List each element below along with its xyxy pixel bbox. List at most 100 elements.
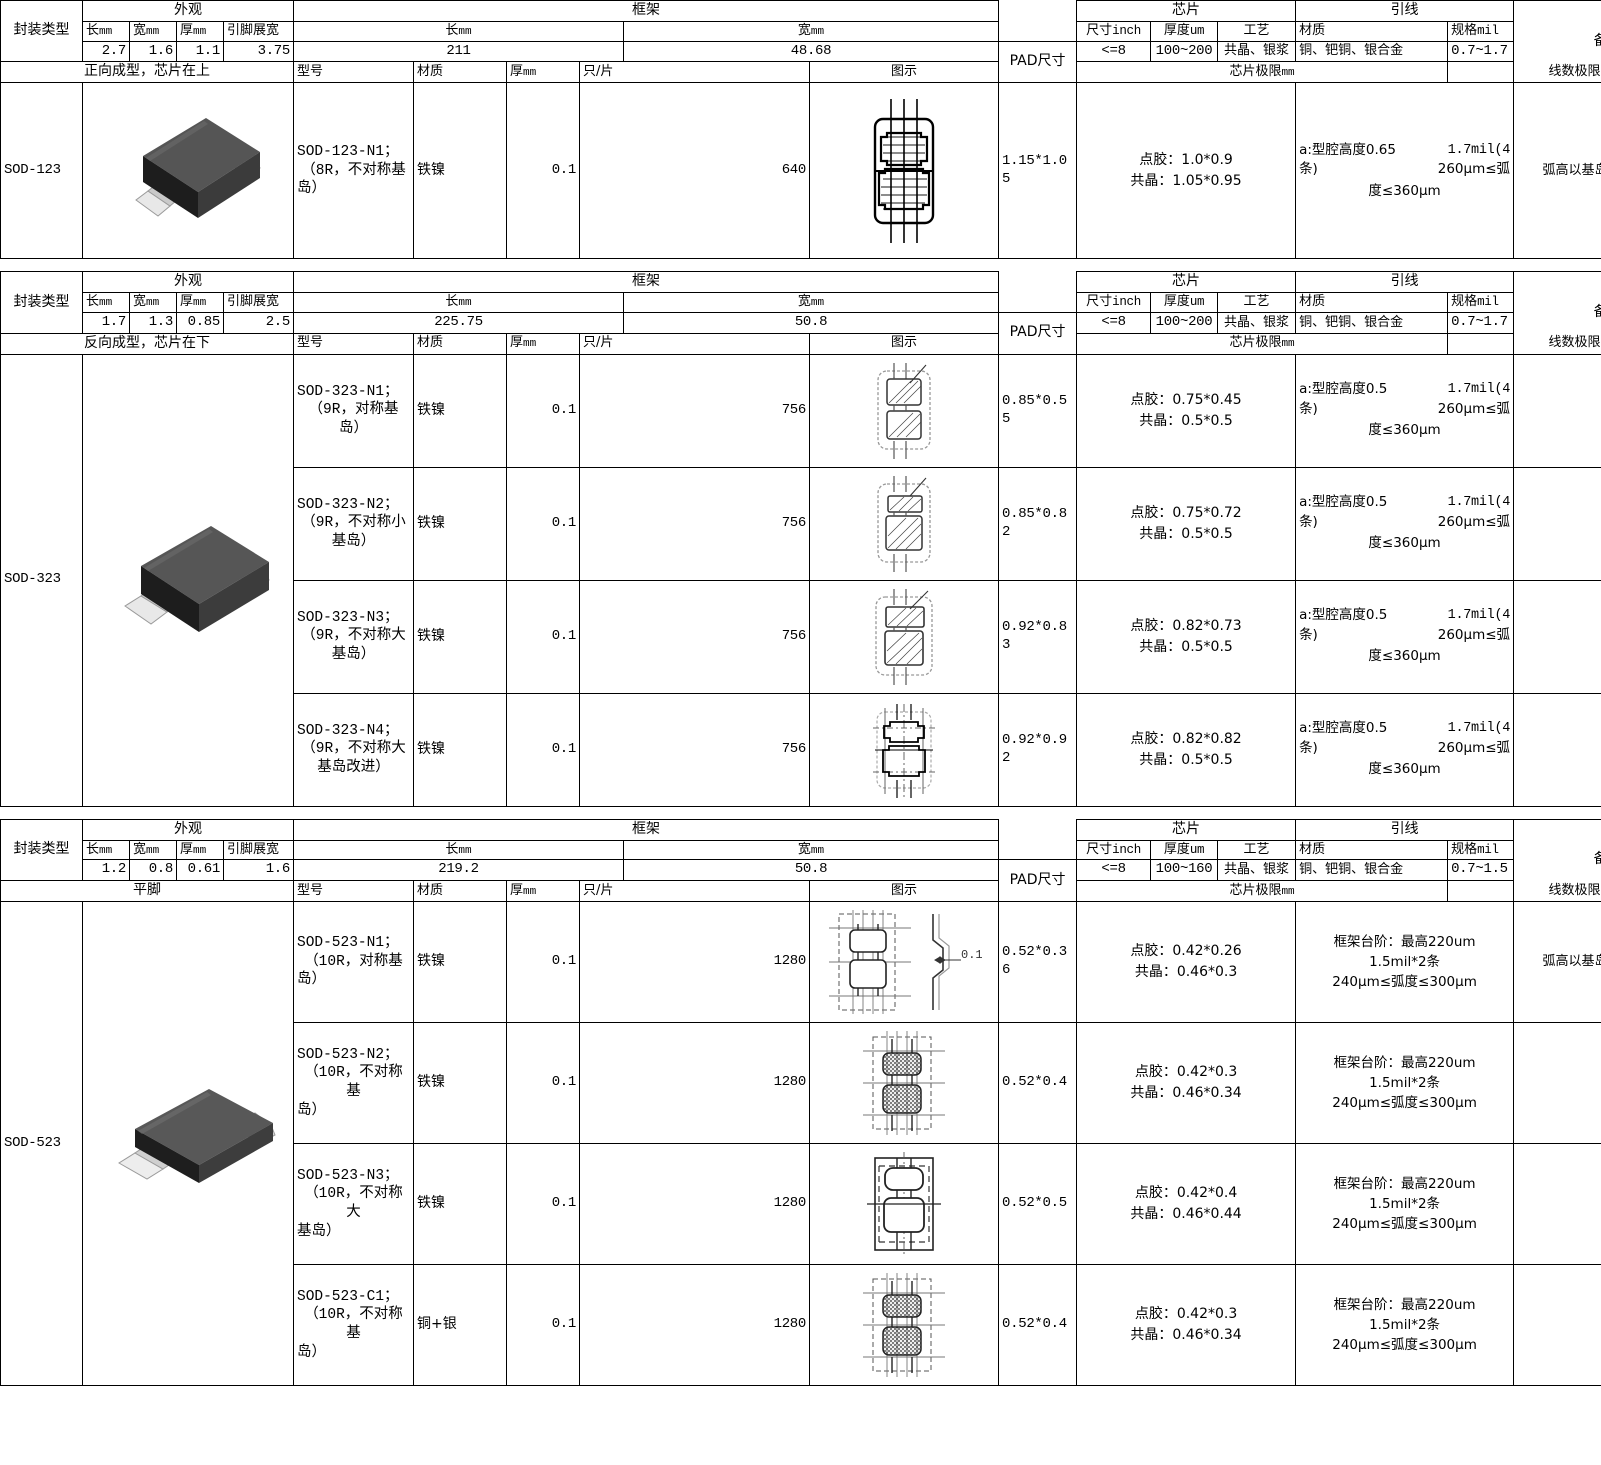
col-model: 型号 (293, 61, 414, 84)
wire-spec-value: 0.7~1.7 (1447, 40, 1515, 63)
wire-limit-e: 度≤360μm (1368, 535, 1441, 552)
wire-limit-e: 度≤360μm (1368, 182, 1441, 199)
row-pad-size: 0.92*0.83 (998, 579, 1078, 694)
row-remark (1513, 1264, 1601, 1387)
col-chip: 芯片 (1076, 271, 1297, 294)
row-remark: 弧高以基岛表面为零点 (1513, 901, 1601, 1024)
diode-3d-image (118, 1088, 276, 1183)
row-thickness: 0.1 (506, 1022, 580, 1145)
wire-spec-header: 规格mil (1447, 292, 1515, 313)
frame-width: 50.8 (622, 859, 1000, 882)
frame-length-header: 长mm (293, 20, 624, 42)
sub-length: 长mm (82, 20, 130, 42)
chip-limit-glue: 点胶：0.42*0.3 (1134, 1064, 1238, 1081)
wire-limit-line3: 240μm≤弧度≤300μm (1332, 974, 1477, 991)
wire-limit-a: a:型腔高度0.65 (1299, 141, 1396, 158)
col-package-type: 封装类型 (0, 818, 83, 882)
row-remark (1513, 1022, 1601, 1145)
wire-spec-header: 规格mil (1447, 839, 1515, 861)
model-line3: 岛） (297, 1102, 326, 1119)
row-per-strip: 1280 (579, 1022, 810, 1145)
row-remark (1513, 353, 1601, 468)
model-line3: 岛） (297, 181, 326, 198)
col-leadwire: 引线 (1295, 271, 1515, 294)
row-material: 铁镍 (413, 82, 507, 260)
row-per-strip: 756 (579, 692, 810, 807)
chip-size-header: 尺寸inch (1076, 292, 1152, 313)
diode-3d-image (135, 117, 261, 218)
row-material: 铁镍 (413, 1143, 507, 1266)
sub-width: 宽mm (129, 839, 177, 861)
wire-material-value: 铜、钯铜、银合金 (1295, 40, 1449, 63)
chip-process-value: 共晶、银浆 (1217, 311, 1297, 334)
header-group-row: 封装类型 外观 框架 芯片 引线 备注 (0, 0, 1601, 84)
col-per-strip: 只/片 (579, 880, 810, 903)
pad-size-header: PAD尺寸 (998, 40, 1078, 84)
forming-note: 平脚 (0, 880, 294, 903)
wire-limit-a: a:型腔高度0.5 (1299, 607, 1388, 624)
col-diagram: 图示 (808, 332, 1000, 355)
wire-spec-value: 0.7~1.5 (1447, 859, 1515, 882)
chip-limit-header: 芯片极限mm (1076, 880, 1449, 903)
chip-limit-eutectic: 共晶：0.5*0.5 (1139, 412, 1233, 429)
sod323-n1-diagram-icon (877, 362, 931, 459)
model-line1: SOD-123-N1； (297, 144, 399, 161)
row-diagram-cell (808, 1022, 1000, 1145)
model-cell: SOD-323-N4； （9R，不对称大 基岛改进） (293, 692, 414, 807)
model-cell: SOD-323-N1； （9R，对称基 岛） (293, 353, 414, 468)
chip-size-value: <=8 (1076, 311, 1152, 334)
sod523-lead-detail-icon: 0.12 (932, 914, 983, 1011)
wire-limit-b: 条) (1299, 513, 1318, 530)
frame-width-header: 宽mm (622, 839, 1000, 861)
table-row: SOD-123 SOD-123-N1； （8R，不对称基 岛） 铁镍 (0, 82, 1601, 260)
col-frame: 框架 (292, 271, 1000, 294)
table-row: SOD-323-N4； （9R，不对称大 基岛改进） 铁镍 0.1 756 (1, 692, 1601, 807)
wire-limit-line2: 1.5mil*2条 (1369, 1195, 1441, 1212)
row-per-strip: 1280 (579, 1143, 810, 1266)
chip-limit-glue: 点胶：0.42*0.3 (1134, 1306, 1238, 1323)
chip-thickness-header: 厚度um (1150, 292, 1219, 313)
row-remark: 弧高以基岛表面为零点 (1513, 82, 1601, 260)
table-row: SOD-523 SOD-523-N1； （10R，对称基 岛） 铁镍 (0, 901, 1601, 1387)
model-cell: SOD-523-N2； （10R，不对称基 岛） (293, 1022, 414, 1145)
row-per-strip: 1280 (579, 901, 810, 1024)
col-thickness: 厚mm (506, 332, 580, 355)
row-material: 铁镍 (413, 901, 507, 1024)
pad-size-header: PAD尺寸 (998, 311, 1078, 355)
wire-limit-d: 260μm≤弧 (1437, 400, 1511, 417)
sub-length: 长mm (82, 292, 130, 313)
wire-limit-e: 度≤360μm (1368, 761, 1441, 778)
header-sub-row: 长mm 宽mm 厚mm 引脚展宽 长mm 宽mm 尺寸inch 厚度um 工艺 … (1, 20, 1601, 42)
chip-limit-eutectic: 共晶：0.5*0.5 (1139, 638, 1233, 655)
model-line2: （10R，对称基 (304, 953, 403, 970)
row-diagram-cell (808, 82, 1000, 260)
row-remark (1513, 466, 1601, 581)
col-per-strip: 只/片 (579, 332, 810, 355)
wire-material-header: 材质 (1295, 20, 1449, 42)
wire-limit-header: 线数极限 (1447, 61, 1601, 84)
appearance-length: 1.7 (82, 311, 130, 334)
row-material: 铁镍 (413, 466, 507, 581)
model-line2: （9R，不对称小 (301, 515, 406, 532)
header-value-row: 2.7 1.6 1.1 3.75 211 48.68 PAD尺寸 <=8 100… (1, 40, 1601, 84)
row-pad-size: 0.85*0.82 (998, 466, 1078, 581)
frame-width-header: 宽mm (622, 292, 1000, 313)
wire-limit-c: 1.7mil(4 (1447, 495, 1511, 511)
sod323-n2-diagram-icon (877, 475, 931, 572)
model-line3: 基岛改进） (317, 759, 390, 776)
model-cell: SOD-123-N1； （8R，不对称基 岛） (293, 82, 414, 260)
col-material: 材质 (413, 332, 507, 355)
sod323-n4-diagram-icon (873, 703, 936, 798)
sod323-n3-diagram-icon (875, 588, 933, 685)
row-per-strip: 756 (579, 466, 810, 581)
row-material: 铁镍 (413, 579, 507, 694)
row-diagram-cell (808, 1143, 1000, 1266)
col-material: 材质 (413, 61, 507, 84)
col-appearance: 外观 (82, 0, 294, 22)
row-pad-size: 0.52*0.36 (998, 901, 1078, 1024)
header-forming-row: 正向成型，芯片在上 型号 材质 厚mm 只/片 图示 芯片极限mm 线数极限 (0, 61, 1601, 84)
model-line2: （10R，不对称大 (304, 1186, 403, 1222)
wire-limit-line3: 240μm≤弧度≤300μm (1332, 1216, 1477, 1233)
model-cell: SOD-323-N3； （9R，不对称大 基岛） (293, 579, 414, 694)
model-line3: 岛） (297, 1344, 326, 1361)
